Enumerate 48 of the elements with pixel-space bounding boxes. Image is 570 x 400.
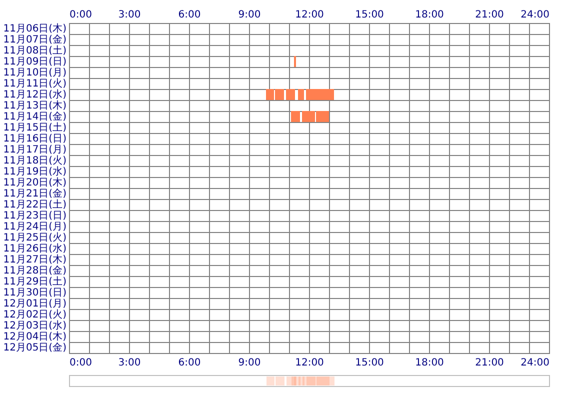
y-tick-label: 11月12日(水) (3, 88, 67, 100)
x2-tick-label: 24:00 (520, 358, 550, 368)
y-tick-label: 11月13日(木) (3, 100, 67, 112)
y-tick-label: 12月01日(月) (3, 298, 67, 310)
x2-tick-label: 15:00 (355, 358, 384, 368)
y-tick-label: 11月25日(火) (3, 232, 67, 244)
x2-tick-label: 21:00 (475, 358, 504, 368)
y-tick-label: 12月02日(火) (3, 308, 67, 320)
x-tick-label: 15:00 (355, 10, 384, 20)
x2-tick-label: 9:00 (238, 358, 261, 368)
x2-tick-label: 18:00 (415, 358, 444, 368)
x-tick-label: 18:00 (415, 10, 444, 20)
y-tick-label: 11月14日(金) (3, 110, 67, 122)
y-tick-label: 11月09日(日) (3, 56, 67, 68)
y-tick-label: 11月16日(日) (3, 134, 67, 144)
x2-tick-label: 6:00 (178, 358, 201, 368)
y-tick-label: 12月03日(水) (3, 320, 67, 332)
x-tick-label: 6:00 (178, 10, 201, 20)
x-tick-label: 12:00 (295, 10, 324, 20)
x-tick-label: 24:00 (520, 10, 550, 20)
y-tick-label: 11月26日(水) (3, 242, 67, 254)
y-tick-label: 12月04日(木) (3, 330, 67, 342)
y-tick-label: 11月27日(木) (3, 254, 67, 266)
y-tick-label: 11月11日(火) (3, 78, 67, 90)
x-tick-label: 0:00 (70, 10, 92, 20)
y-tick-label: 11月17日(月) (3, 144, 67, 156)
y-tick-label: 11月20日(木) (3, 176, 67, 188)
x2-tick-label: 12:00 (295, 358, 324, 368)
y-tick-label: 11月28日(金) (3, 264, 67, 276)
x-tick-label: 21:00 (475, 10, 504, 20)
y-tick-label: 11月19日(水) (3, 166, 67, 178)
y-tick-label: 11月15日(土) (3, 122, 67, 134)
y-tick-label: 11月24日(月) (3, 222, 67, 232)
x-tick-label: 9:00 (238, 10, 261, 20)
y-tick-label: 11月29日(土) (3, 276, 67, 288)
x2-tick-label: 3:00 (118, 358, 141, 368)
y-tick-label: 11月18日(火) (3, 154, 67, 166)
y-tick-label: 11月06日(木) (3, 22, 67, 34)
y-tick-label: 11月30日(日) (3, 288, 67, 298)
y-tick-label: 11月23日(日) (3, 210, 67, 222)
y-tick-label: 11月22日(土) (3, 198, 67, 210)
y-tick-label: 11月07日(金) (3, 34, 67, 46)
x2-tick-label: 0:00 (70, 358, 92, 368)
y-tick-label: 11月10日(月) (3, 68, 67, 78)
y-tick-label: 11月21日(金) (3, 188, 67, 200)
y-tick-label: 12月05日(金) (3, 342, 67, 354)
y-tick-label: 11月08日(土) (3, 44, 67, 56)
x-tick-label: 3:00 (118, 10, 141, 20)
